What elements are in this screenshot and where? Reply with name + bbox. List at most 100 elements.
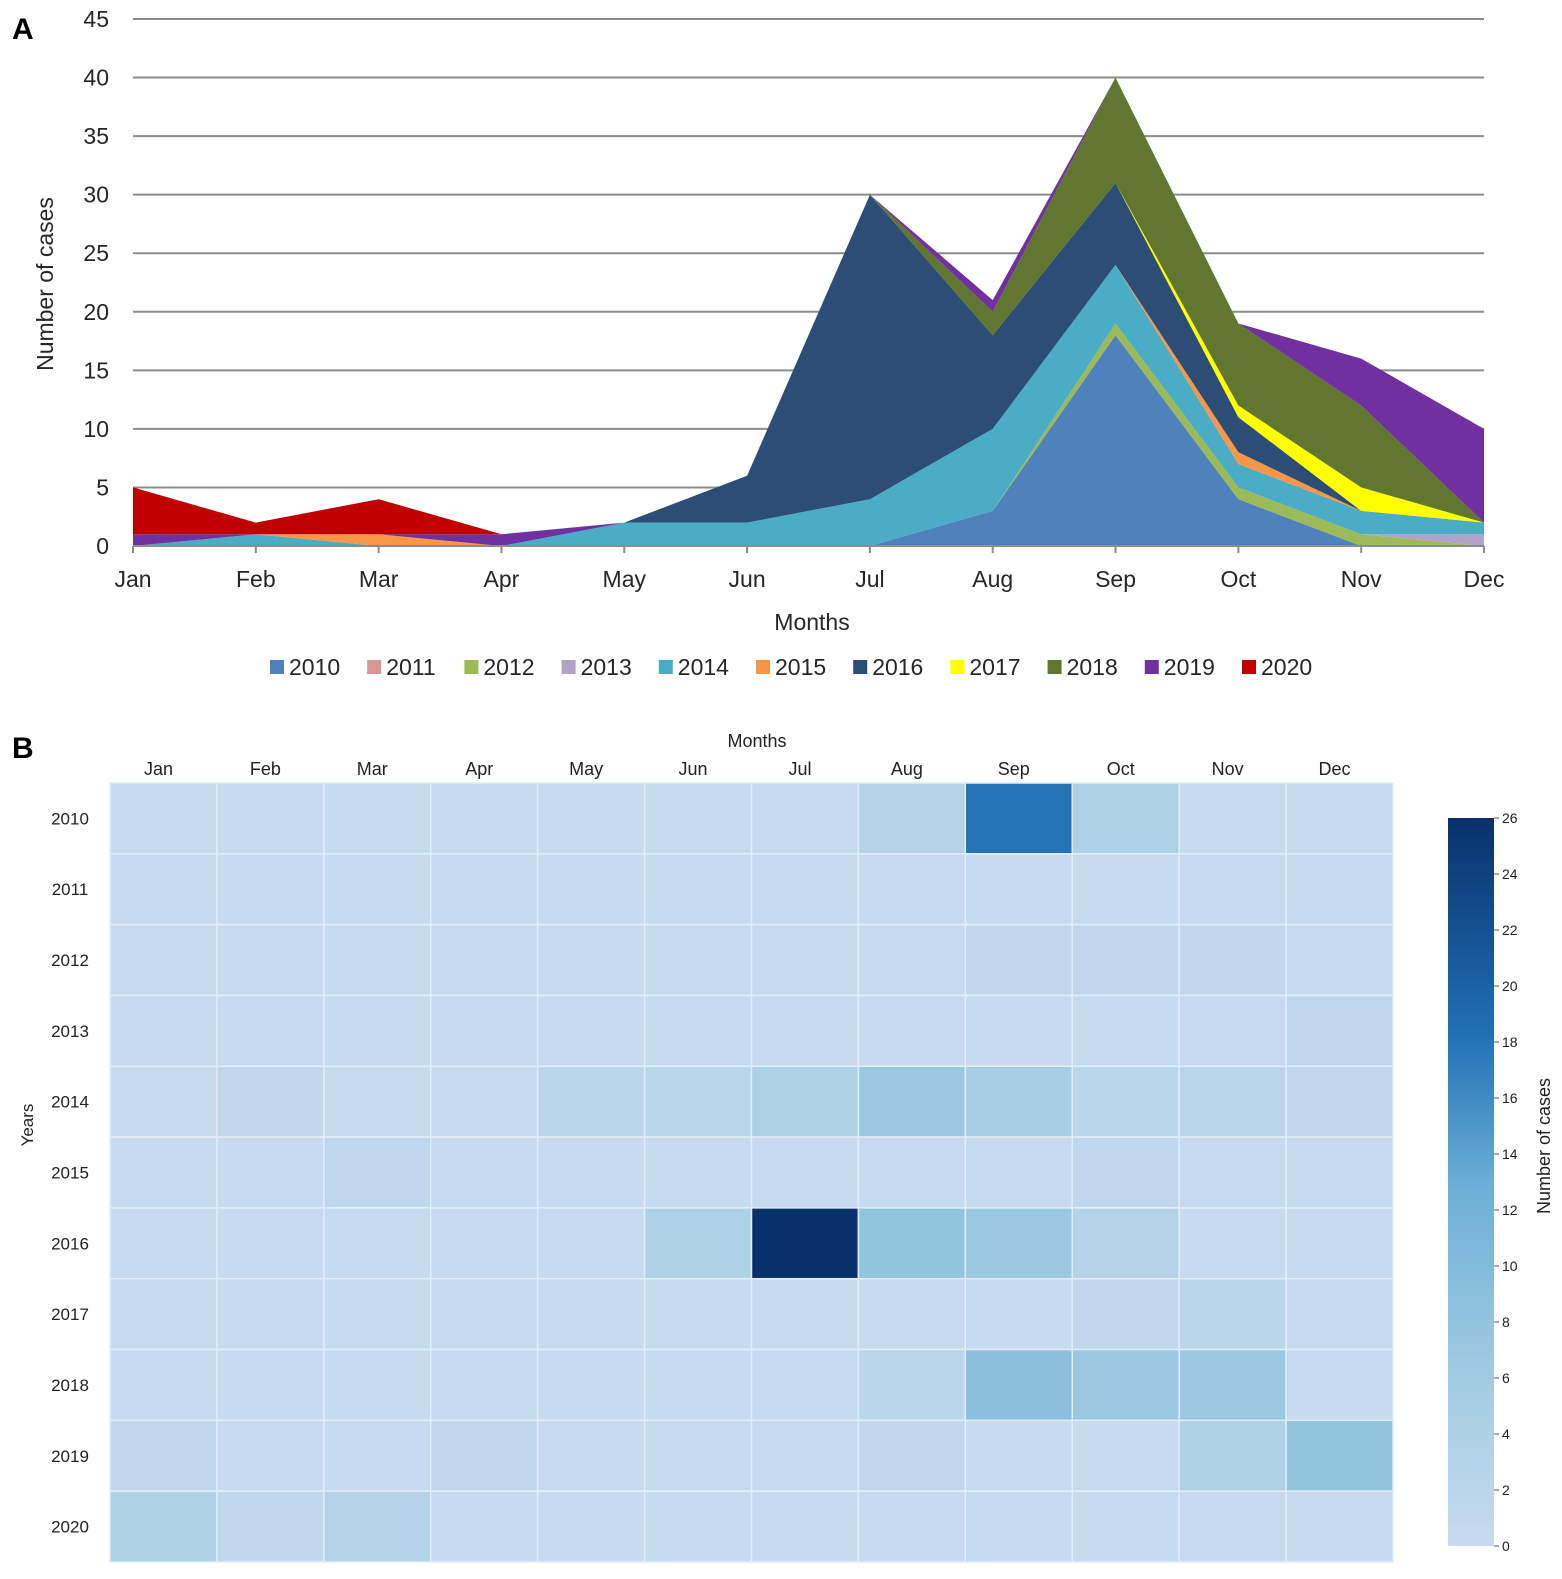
colorbar-tick-label: 4 [1502,1426,1510,1442]
colorbar-tick-label: 6 [1502,1370,1510,1386]
heatmap-cell [109,782,218,855]
colorbar-tick-label: 24 [1502,866,1518,882]
legend-label-2014: 2014 [678,654,729,680]
heatmap-month-labels: Jan Feb Mar Apr May Jun Jul Aug Sep Oct Nov Dec [144,759,1351,779]
colorbar-tick-label: 2 [1502,1482,1510,1498]
heatmap-year-label: 2018 [51,1376,89,1395]
heatmap-cell [857,782,967,855]
heatmap-cell [109,1490,218,1563]
colorbar-tick-label: 0 [1502,1538,1510,1554]
heatmap-cell [857,1348,967,1422]
legend-swatch-2020 [1242,660,1256,674]
colorbar-tick-label: 8 [1502,1314,1510,1330]
x-tick-label: Sep [1095,566,1136,592]
heatmap-cell [857,853,967,926]
heatmap-month-label: Nov [1212,759,1244,779]
heatmap-cell [323,1277,432,1351]
heatmap-cell [643,782,753,855]
heatmap-chart: Months Years Jan Feb Mar Apr May Jun Jul Aug Sep… [18,731,1554,1563]
heatmap-cell [323,1136,432,1209]
x-tick-label: Dec [1464,566,1505,592]
legend-swatch-2014 [658,660,673,674]
heatmap-year-label: 2012 [51,951,89,970]
heatmap-cell [643,923,753,997]
heatmap-cell [1285,853,1394,926]
heatmap-month-label: Dec [1319,759,1351,779]
heatmap-cell [643,994,753,1068]
legend-label-2013: 2013 [581,654,632,680]
colorbar-tick-label: 12 [1502,1202,1518,1218]
heatmap-cell [109,1419,218,1492]
heatmap-cell [430,782,539,855]
heatmap-cell [323,1207,432,1280]
heatmap-cell [1071,782,1180,855]
heatmap-cell [109,923,218,997]
heatmap-cell [1285,1490,1394,1563]
x-tick-label: Nov [1341,566,1382,592]
heatmap-cell [430,1136,539,1209]
colorbar-tick-label: 18 [1502,1034,1518,1050]
heatmap-year-label: 2017 [51,1305,89,1324]
x-tick-label: Oct [1220,566,1256,592]
heatmap-cell [750,923,860,997]
legend-label-2018: 2018 [1067,654,1118,680]
heatmap-cell [1071,1065,1180,1138]
heatmap-month-label: Apr [465,759,493,779]
legend-swatch-2018 [1047,660,1062,674]
axes: Jan Feb Mar Apr May Jun Jul Aug Sep Oct Nov Dec [114,545,1505,592]
heatmap-cell [536,923,646,997]
heatmap-cell [643,1136,753,1209]
heatmap-year-label: 2019 [51,1447,89,1466]
x-tick-label: Jan [114,566,151,592]
y-tick-label: 15 [83,357,109,383]
heatmap-cell [323,853,432,926]
heatmap-cell [323,782,432,855]
y-tick-label: 40 [83,65,109,91]
heatmap-cell [857,1136,967,1209]
heatmap-cell [1178,1348,1287,1422]
heatmap-cell [750,994,860,1068]
heatmap-cell [109,994,218,1068]
heatmap-cell [643,1065,753,1138]
colorbar-tick-label: 10 [1502,1258,1518,1274]
heatmap-cell [536,853,646,926]
heatmap-cell [750,1065,860,1138]
x-tick-label: Feb [236,566,276,592]
y-tick-label: 0 [96,533,109,559]
legend-label-2012: 2012 [483,654,534,680]
heatmap-year-labels: 2010 2011 2012 2013 2014 2015 2016 2017 2018 2019… [51,809,89,1536]
legend-swatch-2011 [367,660,382,674]
heatmap-cell [1071,923,1180,997]
x-tick-label: Aug [972,566,1013,592]
heatmap-cell [750,1348,860,1422]
heatmap-cell [430,853,539,926]
heatmap-cell [1178,994,1287,1068]
heatmap-cell [430,994,539,1068]
heatmap-month-label: Oct [1107,759,1135,779]
heatmap-cell [1285,994,1394,1068]
legend-label-2020: 2020 [1261,654,1312,680]
colorbar-tick-label: 26 [1502,810,1518,826]
heatmap-cell [750,1277,860,1351]
heatmap-year-label: 2011 [52,880,89,899]
heatmap-cell [216,1136,325,1209]
heatmap-cell [1285,782,1394,855]
heatmap-cell [216,782,325,855]
legend: 2010 2011 2012 2013 2014 2015 2016 2017 2018 2019… [270,654,1312,680]
heatmap-cell [430,1207,539,1280]
legend-swatch-2013 [561,660,576,674]
heatmap-cell [964,994,1073,1068]
heatmap-cell [430,1419,539,1492]
heatmap-cell [109,1065,218,1138]
heatmap-cell [964,1277,1073,1351]
colorbar-label: Number of cases [1534,1078,1554,1214]
legend-label-2019: 2019 [1164,654,1215,680]
legend-swatch-2017 [950,660,965,674]
heatmap-cell [323,994,432,1068]
heatmap-cell [857,1490,967,1563]
heatmap-cell [964,853,1073,926]
y-tick-label: 10 [83,416,109,442]
heatmap-cell [857,1065,967,1138]
heatmap-cell [536,1065,646,1138]
